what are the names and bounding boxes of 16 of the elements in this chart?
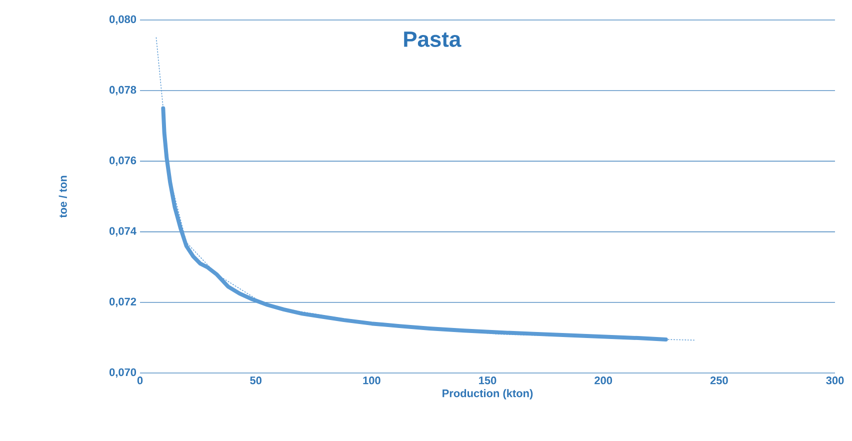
x-tick-label: 50 <box>250 376 262 384</box>
y-tick-label: 0,070 <box>109 368 136 378</box>
chart-title: Pasta <box>404 32 462 47</box>
y-axis-title: toe / ton <box>58 176 67 218</box>
x-tick-label: 0 <box>137 376 143 384</box>
y-tick-label: 0,076 <box>109 156 136 166</box>
y-tick-label: 0,072 <box>109 298 136 308</box>
y-tick-label: 0,074 <box>109 227 136 236</box>
x-tick-label: 300 <box>826 376 844 384</box>
y-tick-label: 0,080 <box>109 15 136 25</box>
x-axis-title: Production (kton) <box>442 389 533 400</box>
y-tick-label: 0,078 <box>109 86 136 96</box>
x-tick-label: 150 <box>479 376 496 384</box>
x-tick-label: 100 <box>363 376 380 384</box>
x-tick-label: 250 <box>710 376 728 384</box>
x-tick-label: 200 <box>594 376 612 384</box>
